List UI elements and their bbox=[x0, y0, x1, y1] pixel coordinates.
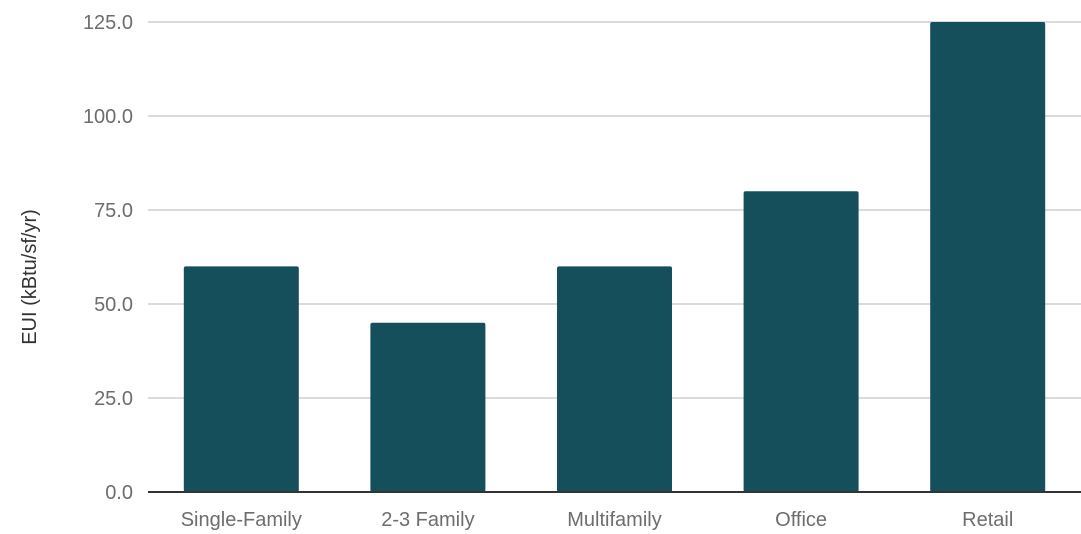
bar-2-3-family bbox=[370, 322, 486, 492]
y-tick-label: 25.0 bbox=[94, 388, 133, 410]
x-tick-label: Retail bbox=[962, 509, 1013, 531]
bar-office bbox=[743, 191, 859, 492]
y-tick-label: 125.0 bbox=[83, 12, 133, 34]
gridlines bbox=[148, 21, 1081, 399]
bar-multifamily bbox=[557, 266, 672, 492]
y-tick-label: 100.0 bbox=[83, 106, 133, 128]
x-tick-labels: Single-Family 2-3 Family Multifamily Office… bbox=[181, 509, 1014, 531]
bar-single-family bbox=[183, 266, 299, 492]
x-tick-label: 2-3 Family bbox=[381, 509, 474, 531]
y-tick-label: 75.0 bbox=[94, 200, 133, 222]
y-tick-label: 0.0 bbox=[105, 482, 133, 504]
x-tick-label: Multifamily bbox=[567, 509, 661, 531]
y-axis-title: EUI (kBtu/sf/yr) bbox=[19, 209, 41, 345]
bars bbox=[183, 22, 1046, 492]
x-tick-label: Single-Family bbox=[181, 509, 302, 531]
y-tick-label: 50.0 bbox=[94, 294, 133, 316]
x-tick-label: Office bbox=[775, 509, 827, 531]
bar-retail bbox=[930, 22, 1046, 492]
y-tick-labels: 0.0 25.0 50.0 75.0 100.0 125.0 bbox=[83, 12, 133, 504]
